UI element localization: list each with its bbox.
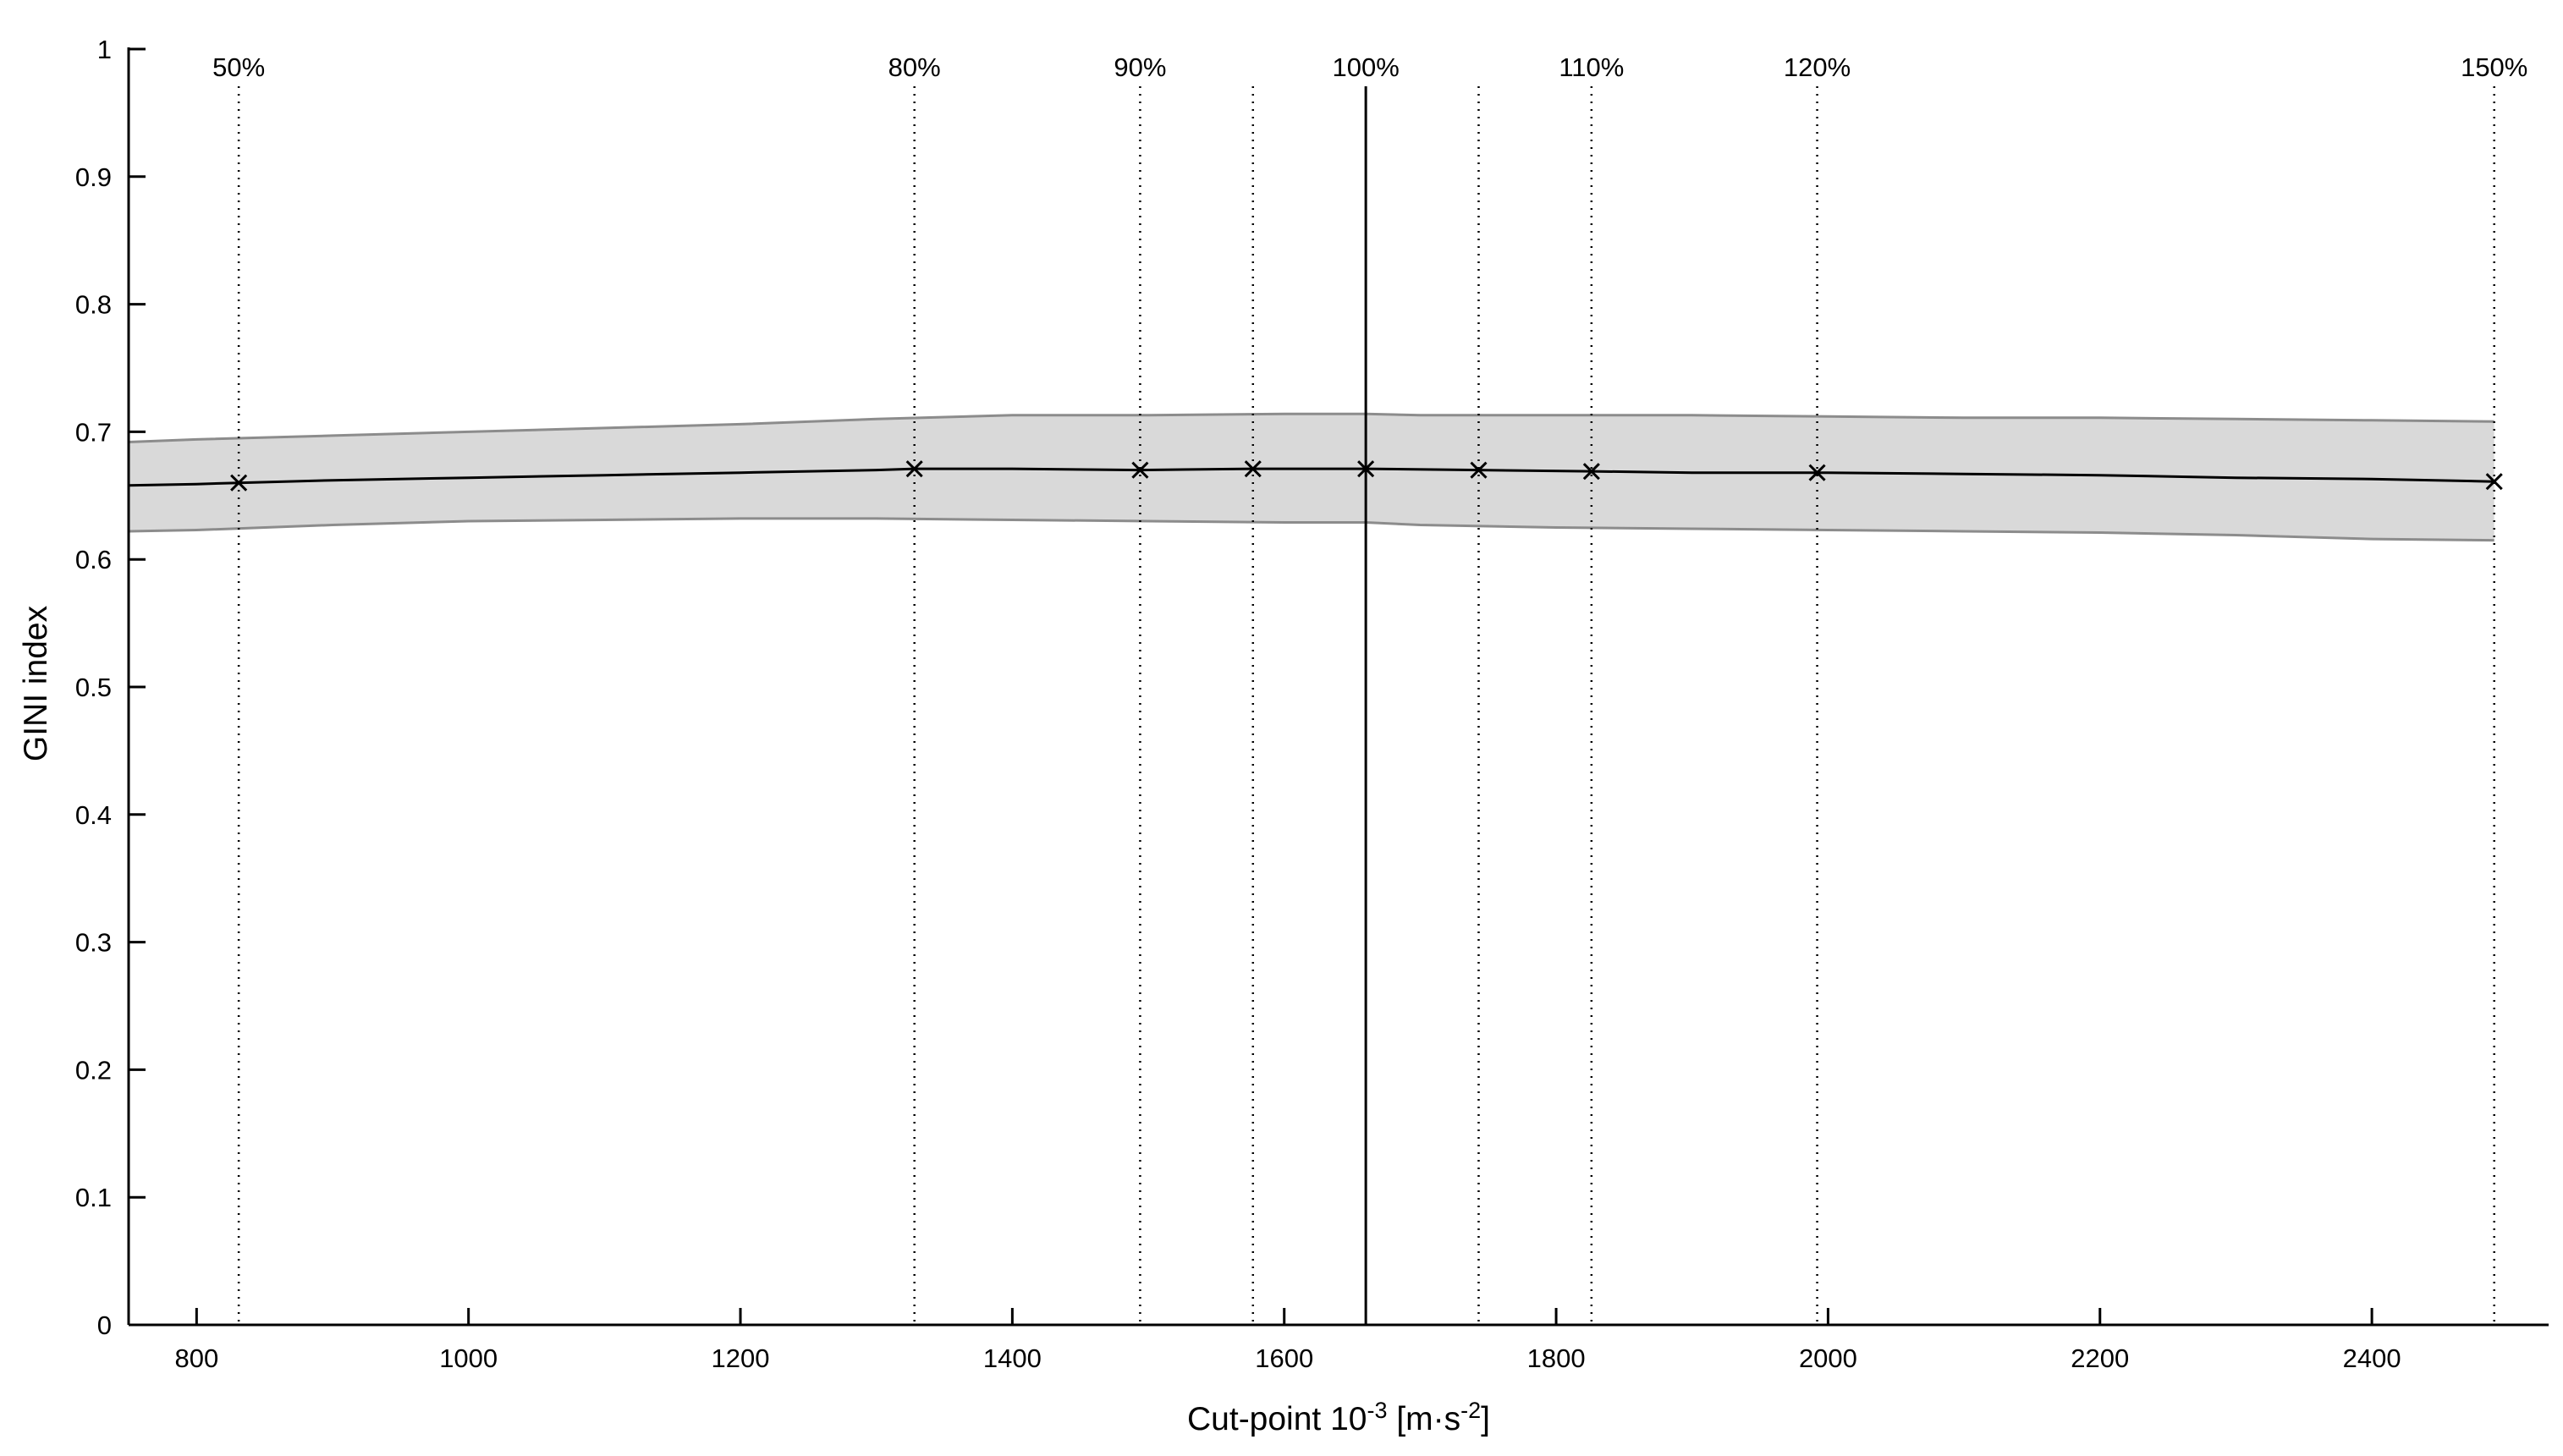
percent-label-2: 90% <box>1114 52 1166 82</box>
labels-layer: 50% 80% 90% 110% 120% 150% 100% 0 0.1 0.2 0.3 0.4 0.… <box>75 35 2527 1373</box>
y-axis-title: GINI index <box>18 605 54 761</box>
x-tick-label-5: 1800 <box>1527 1343 1586 1373</box>
x-axis-title: Cut-point 10-3 [m·s-2] <box>1187 1398 1490 1437</box>
y-tick-label-0: 0 <box>97 1310 112 1340</box>
band-lower-edge <box>128 517 2494 542</box>
percent-label-1: 80% <box>888 52 941 82</box>
y-tick-label-10: 1 <box>97 35 112 64</box>
x-axis-title-unit: [m·s <box>1387 1401 1460 1437</box>
y-tick-label-1: 0.1 <box>75 1183 112 1212</box>
data-marker-8 <box>2485 473 2503 491</box>
y-tick-label-2: 0.2 <box>75 1055 112 1085</box>
data-marker-6 <box>1582 463 1600 481</box>
y-tick-label-5: 0.5 <box>75 673 112 702</box>
series-layer <box>128 467 2494 487</box>
percent-label-6: 120% <box>1784 52 1851 82</box>
data-marker-5 <box>1470 461 1488 479</box>
x-tick-label-1: 1000 <box>439 1343 498 1373</box>
y-tick-label-8: 0.8 <box>75 290 112 320</box>
data-marker-3 <box>1244 460 1262 478</box>
y-tick-label-7: 0.7 <box>75 417 112 447</box>
x-tick-label-7: 2200 <box>2071 1343 2129 1373</box>
confidence-band-layer <box>128 412 2494 542</box>
x-tick-label-4: 1600 <box>1255 1343 1313 1373</box>
data-marker-2 <box>1131 461 1149 479</box>
data-marker-7 <box>1808 464 1826 481</box>
series-line-0 <box>128 467 2494 487</box>
reference-lines-layer <box>237 86 2495 1325</box>
x-tick-label-0: 800 <box>174 1343 218 1373</box>
data-marker-1 <box>905 460 923 478</box>
x-tick-label-8: 2400 <box>2343 1343 2401 1373</box>
x-axis-title-unit-exponent: -2 <box>1460 1398 1481 1423</box>
data-marker-4 <box>1357 460 1375 478</box>
y-tick-label-4: 0.4 <box>75 800 112 830</box>
confidence-band <box>129 414 2494 541</box>
x-axis-title-main: Cut-point 10 <box>1187 1401 1367 1437</box>
axes-layer <box>127 47 2549 1327</box>
percent-label-0: 50% <box>212 52 265 82</box>
markers-layer <box>230 460 2503 492</box>
y-tick-label-6: 0.6 <box>75 545 112 574</box>
y-tick-label-9: 0.9 <box>75 162 112 192</box>
x-tick-label-6: 2000 <box>1799 1343 1857 1373</box>
x-tick-label-2: 1200 <box>712 1343 770 1373</box>
band-upper-edge <box>128 412 2494 443</box>
y-tick-label-3: 0.3 <box>75 928 112 958</box>
percent-label-7: 150% <box>2461 52 2527 82</box>
reference-label-100: 100% <box>1332 52 1399 82</box>
percent-label-5: 110% <box>1559 52 1624 82</box>
x-axis-title-unit-close: ] <box>1481 1401 1490 1437</box>
data-marker-0 <box>230 474 248 492</box>
x-tick-label-3: 1400 <box>983 1343 1042 1373</box>
x-axis-title-exponent: -3 <box>1367 1398 1387 1423</box>
